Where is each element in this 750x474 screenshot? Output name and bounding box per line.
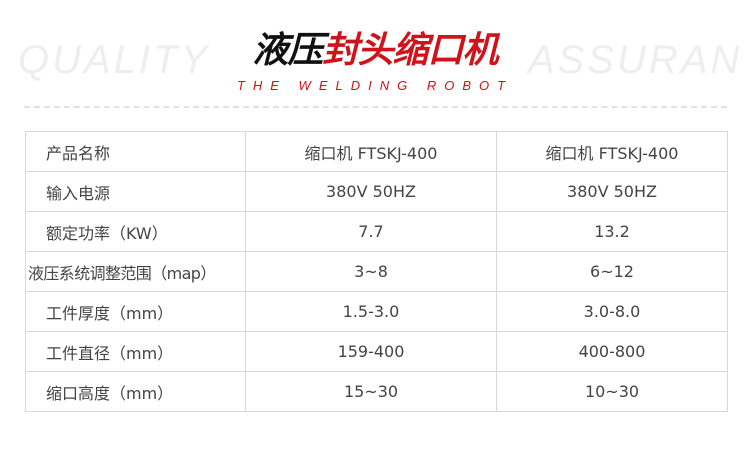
- spec-label: 产品名称: [25, 131, 246, 172]
- title-red: 封头缩口机: [322, 30, 499, 71]
- spec-table: 产品名称 缩口机 FTSKJ-400 缩口机 FTSKJ-400 输入电源 380V 5…: [25, 131, 728, 412]
- spec-value: 缩口机 FTSKJ-400: [496, 131, 728, 172]
- spec-value: 6~12: [496, 251, 728, 292]
- title-black: 液压: [252, 30, 323, 71]
- spec-label: 输入电源: [25, 171, 246, 212]
- spec-value: 15~30: [245, 371, 497, 412]
- spec-label: 工件直径（mm）: [25, 331, 246, 372]
- table-row: 产品名称 缩口机 FTSKJ-400 缩口机 FTSKJ-400: [25, 131, 728, 172]
- watermark-right: ASSURAN: [528, 38, 743, 82]
- spec-value: 380V 50HZ: [245, 171, 497, 212]
- table-row: 液压系统调整范围（map） 3~8 6~12: [25, 251, 728, 292]
- spec-value: 3~8: [245, 251, 497, 292]
- watermark-left: QUALITY: [18, 38, 211, 82]
- divider: [24, 106, 727, 108]
- table-row: 输入电源 380V 50HZ 380V 50HZ: [25, 171, 728, 212]
- spec-value: 10~30: [496, 371, 728, 412]
- spec-value: 400-800: [496, 331, 728, 372]
- spec-label: 工件厚度（mm）: [25, 291, 246, 332]
- spec-value: 159-400: [245, 331, 497, 372]
- table-row: 工件直径（mm） 159-400 400-800: [25, 331, 728, 372]
- spec-value: 7.7: [245, 211, 497, 252]
- page-title: 液压封头缩口机: [236, 28, 514, 74]
- table-row: 额定功率（KW） 7.7 13.2: [25, 211, 728, 252]
- spec-label: 缩口高度（mm）: [25, 371, 246, 412]
- spec-value: 3.0-8.0: [496, 291, 728, 332]
- subtitle: THE WELDING ROBOT: [236, 78, 514, 93]
- spec-value: 13.2: [496, 211, 728, 252]
- spec-value: 1.5-3.0: [245, 291, 497, 332]
- spec-label: 液压系统调整范围（map）: [25, 251, 246, 292]
- spec-label: 额定功率（KW）: [25, 211, 246, 252]
- spec-value: 380V 50HZ: [496, 171, 728, 212]
- spec-value: 缩口机 FTSKJ-400: [245, 131, 497, 172]
- table-row: 工件厚度（mm） 1.5-3.0 3.0-8.0: [25, 291, 728, 332]
- table-row: 缩口高度（mm） 15~30 10~30: [25, 371, 728, 412]
